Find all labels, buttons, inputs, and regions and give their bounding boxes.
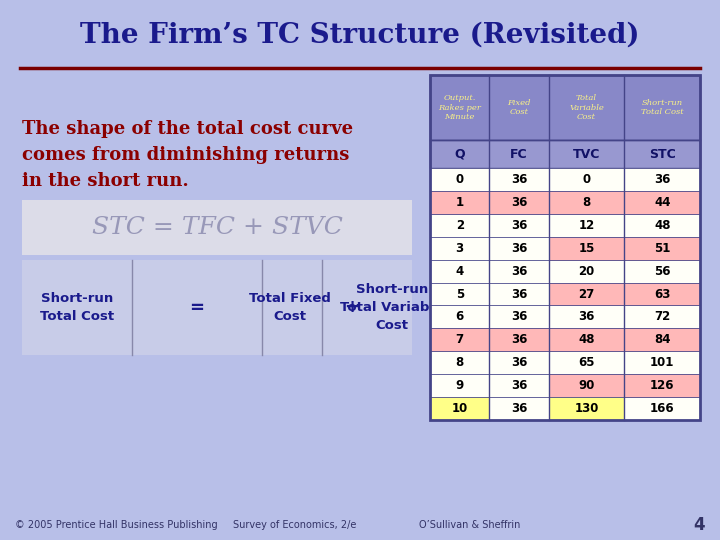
Text: The Firm’s TC Structure (Revisited): The Firm’s TC Structure (Revisited) — [80, 22, 640, 49]
Text: 63: 63 — [654, 287, 670, 300]
Text: Short-run
Total Cost: Short-run Total Cost — [641, 99, 683, 116]
Text: 36: 36 — [511, 196, 527, 209]
Text: 10: 10 — [451, 402, 468, 415]
Bar — [430, 75, 700, 140]
Bar — [430, 168, 700, 191]
Text: 36: 36 — [511, 402, 527, 415]
Text: 65: 65 — [578, 356, 595, 369]
Bar — [624, 237, 700, 260]
Bar — [549, 397, 624, 420]
Bar — [549, 191, 624, 214]
Text: 72: 72 — [654, 310, 670, 323]
Text: 3: 3 — [456, 242, 464, 255]
Bar — [624, 282, 700, 306]
Bar — [22, 260, 412, 355]
Text: TVC: TVC — [573, 147, 600, 160]
Text: © 2005 Prentice Hall Business Publishing: © 2005 Prentice Hall Business Publishing — [15, 520, 217, 530]
Text: =: = — [189, 299, 204, 316]
Text: 101: 101 — [650, 356, 675, 369]
Bar — [430, 328, 700, 352]
Text: 20: 20 — [578, 265, 595, 278]
Text: 36: 36 — [511, 356, 527, 369]
Bar — [430, 282, 700, 306]
Text: 4: 4 — [456, 265, 464, 278]
Text: 8: 8 — [582, 196, 590, 209]
Text: 36: 36 — [511, 265, 527, 278]
Text: O’Sullivan & Sheffrin: O’Sullivan & Sheffrin — [419, 520, 521, 530]
Text: 5: 5 — [456, 287, 464, 300]
Bar — [430, 191, 700, 214]
Bar — [549, 282, 624, 306]
Text: 36: 36 — [654, 173, 670, 186]
Text: 15: 15 — [578, 242, 595, 255]
Bar — [624, 328, 700, 352]
Text: 130: 130 — [575, 402, 599, 415]
Text: Output.
Rakes per
Minute: Output. Rakes per Minute — [438, 94, 481, 121]
Text: 0: 0 — [456, 173, 464, 186]
Text: 12: 12 — [578, 219, 595, 232]
Bar — [22, 200, 412, 255]
Bar — [430, 397, 490, 420]
Text: 48: 48 — [654, 219, 670, 232]
Bar — [430, 75, 700, 420]
Text: 36: 36 — [511, 242, 527, 255]
Text: 7: 7 — [456, 333, 464, 346]
Text: 126: 126 — [650, 379, 675, 392]
Bar — [430, 191, 490, 214]
Text: STC: STC — [649, 147, 675, 160]
Bar — [549, 374, 624, 397]
Text: Survey of Economics, 2/e: Survey of Economics, 2/e — [233, 520, 356, 530]
Bar — [430, 374, 700, 397]
Bar — [430, 352, 700, 374]
Text: 27: 27 — [578, 287, 595, 300]
Text: 1: 1 — [456, 196, 464, 209]
Bar — [430, 397, 700, 420]
Bar — [430, 328, 490, 352]
Text: 36: 36 — [511, 219, 527, 232]
Text: Fixed
Cost: Fixed Cost — [508, 99, 531, 116]
Text: 6: 6 — [456, 310, 464, 323]
Text: +: + — [344, 299, 359, 316]
Text: 4: 4 — [693, 516, 705, 534]
Bar — [549, 328, 624, 352]
Text: 90: 90 — [578, 379, 595, 392]
Text: 36: 36 — [511, 333, 527, 346]
Text: Short-run
Total Variable
Cost: Short-run Total Variable Cost — [341, 283, 444, 332]
Text: 8: 8 — [456, 356, 464, 369]
Text: 0: 0 — [582, 173, 590, 186]
Bar — [430, 214, 700, 237]
Text: 48: 48 — [578, 333, 595, 346]
Text: 56: 56 — [654, 265, 670, 278]
Text: Q: Q — [454, 147, 465, 160]
Text: Total Fixed
Cost: Total Fixed Cost — [249, 292, 331, 323]
Bar — [430, 237, 700, 260]
Bar — [624, 191, 700, 214]
Text: 9: 9 — [456, 379, 464, 392]
Bar — [490, 191, 549, 214]
Text: 84: 84 — [654, 333, 670, 346]
Bar — [430, 260, 700, 282]
Text: 166: 166 — [650, 402, 675, 415]
Text: 36: 36 — [511, 379, 527, 392]
Text: 36: 36 — [511, 310, 527, 323]
Text: 36: 36 — [511, 287, 527, 300]
Bar — [490, 328, 549, 352]
Text: 2: 2 — [456, 219, 464, 232]
Text: The shape of the total cost curve
comes from diminishing returns
in the short ru: The shape of the total cost curve comes … — [22, 119, 353, 191]
Bar — [430, 140, 700, 168]
Text: 36: 36 — [578, 310, 595, 323]
Text: Short-run
Total Cost: Short-run Total Cost — [40, 292, 114, 323]
Text: STC = TFC + STVC: STC = TFC + STVC — [91, 216, 343, 239]
Text: 44: 44 — [654, 196, 670, 209]
Text: 51: 51 — [654, 242, 670, 255]
Text: 36: 36 — [511, 173, 527, 186]
Bar — [624, 374, 700, 397]
Bar — [549, 237, 624, 260]
Text: FC: FC — [510, 147, 528, 160]
Bar — [430, 306, 700, 328]
Text: Total
Variable
Cost: Total Variable Cost — [570, 94, 604, 121]
